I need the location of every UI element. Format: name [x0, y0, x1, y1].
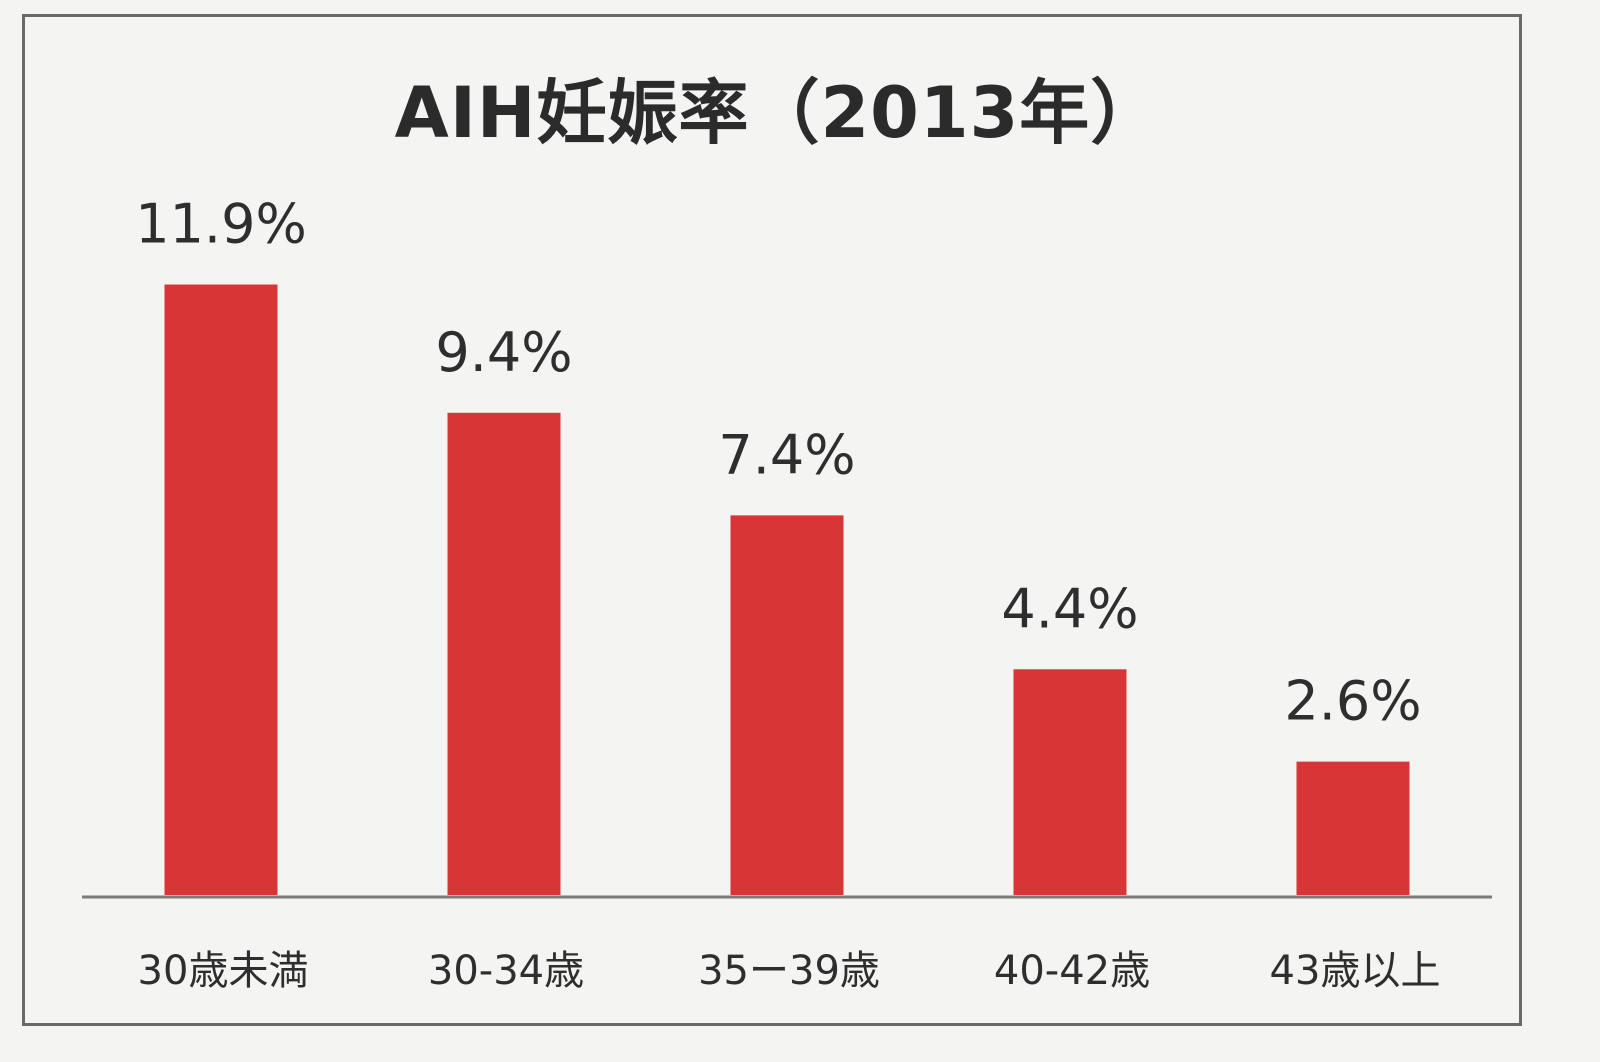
category-label-2: 30-34歳	[428, 948, 584, 994]
bar-1	[164, 284, 278, 895]
value-label-1: 11.9%	[135, 193, 307, 256]
chart-title: AIH妊娠率（2013年）	[394, 72, 1162, 154]
value-label-5: 2.6%	[1284, 670, 1421, 733]
value-label-3: 7.4%	[718, 423, 855, 486]
category-label-5: 43歳以上	[1270, 948, 1441, 994]
category-label-3: 35ー39歳	[698, 948, 880, 994]
bar-4	[1013, 669, 1127, 895]
category-labels-group: 30歳未満 30-34歳 35ー39歳 40-42歳 43歳以上	[138, 948, 1441, 994]
value-labels-group: 11.9% 9.4% 7.4% 4.4% 2.6%	[135, 193, 1421, 733]
category-label-4: 40-42歳	[994, 948, 1150, 994]
bars-group	[164, 284, 1410, 895]
bar-3	[730, 515, 844, 895]
value-label-4: 4.4%	[1001, 577, 1138, 640]
category-label-1: 30歳未満	[138, 948, 309, 994]
value-label-2: 9.4%	[435, 321, 572, 384]
bar-2	[447, 412, 561, 895]
bar-5	[1296, 761, 1410, 895]
